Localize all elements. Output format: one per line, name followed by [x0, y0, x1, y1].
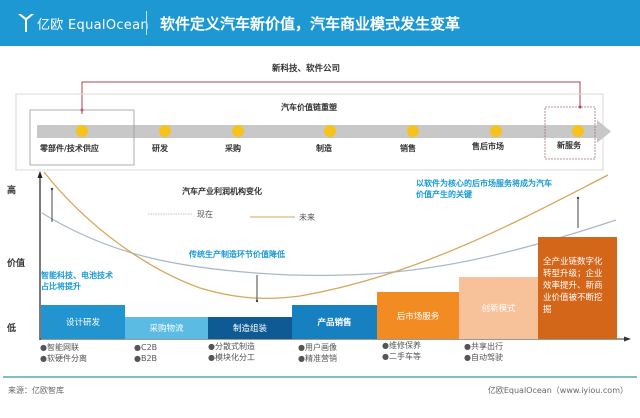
stage-label: 新服务: [557, 141, 581, 150]
stage-label: 售后市场: [472, 142, 504, 151]
new-tech-label: 新科技、软件公司: [272, 64, 341, 74]
bullets-sales: ●用户画像 ●精准营销: [298, 343, 337, 363]
bullets-manufacturing: ●分散式制造 ●模块化分工: [208, 342, 255, 362]
bar-sales: 产品销售: [292, 305, 377, 339]
bar-manufacturing: 制造组装: [208, 317, 292, 339]
logo-text: 亿欧 EqualOcean: [37, 18, 149, 33]
bar-procurement: 采购物流: [125, 317, 208, 339]
source-text: 来源：亿欧智库: [8, 386, 64, 395]
bullets-innovation: ●共享出行 ●自动驾驶: [464, 342, 503, 362]
legend-future: 未来: [299, 213, 315, 222]
bar-innovation: 创新模式: [459, 277, 538, 339]
y-axis-low: 低: [7, 324, 17, 334]
bar-design-rd: 设计研发: [41, 305, 125, 339]
header-bar: 亿欧 EqualOcean 软件定义汽车新价值，汽车商业模式发生变革: [0, 0, 640, 46]
logo-icon: [18, 14, 34, 32]
bullets-aftermarket: ●维修保养 ●二手车等: [382, 341, 421, 361]
y-axis-value: 价值: [7, 259, 26, 269]
y-axis-high: 高: [7, 186, 17, 196]
stage-label: 销售: [400, 144, 416, 153]
bar-aftermarket: 后市场服务: [377, 292, 459, 339]
note-right: 以软件为核心的后市场服务将成为汽车 价值产生的关键: [416, 179, 552, 199]
chart-title: 汽车产业利润机构变化: [182, 187, 262, 196]
page-title: 软件定义汽车新价值，汽车商业模式发生变革: [160, 15, 461, 33]
value-chain-title: 汽车价值链重塑: [281, 103, 337, 112]
bullets-design-rd: ●智能网联 ●软硬件分离: [40, 343, 87, 363]
header-divider: [146, 11, 147, 35]
credit-text: 亿欧EqualOcean（www.iyiou.com）: [487, 386, 628, 395]
footer-divider: [3, 376, 637, 378]
legend-now: 现在: [197, 210, 213, 219]
note-left: 智能科技、电池技术 占比将提升: [41, 271, 113, 291]
note-middle: 传统生产制造环节价值降低: [189, 250, 285, 259]
stage-label: 研发: [152, 144, 168, 153]
stage-label: 采购: [225, 144, 241, 153]
bar-digital-transformation: 全产业链数字化 转型升级；企业 效率提升、新商 业价值被不断挖 掘: [538, 237, 617, 339]
stage-label: 零部件/技术供应: [40, 144, 99, 153]
stage-label: 制造: [316, 144, 332, 153]
bullets-procurement: ●C2B ●B2B: [134, 343, 158, 363]
